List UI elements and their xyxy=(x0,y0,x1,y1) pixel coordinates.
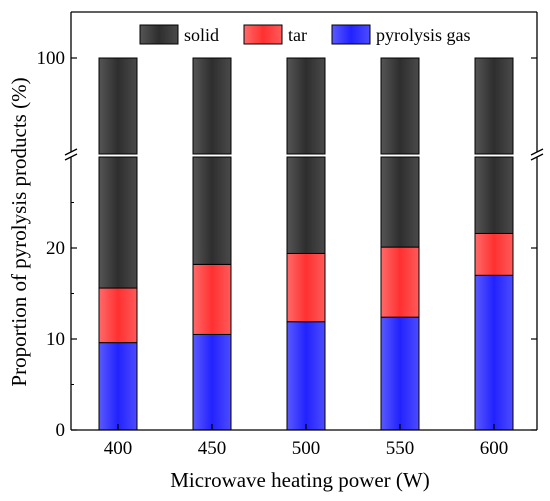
y-tick-label-10: 10 xyxy=(46,329,65,350)
bar-tar-500 xyxy=(286,252,326,323)
legend-swatch-solid xyxy=(139,24,179,45)
y-tick-label-20: 20 xyxy=(46,238,65,259)
bar-pyrolysis-gas-500 xyxy=(286,321,326,431)
x-axis-title: Microwave heating power (W) xyxy=(170,468,429,492)
bar-solid-400 xyxy=(98,156,138,289)
bar-solid-upper-400 xyxy=(98,57,138,155)
axis-break-mark-left-b xyxy=(64,153,78,161)
bar-tar-550 xyxy=(380,246,420,318)
bar-solid-550 xyxy=(380,156,420,248)
legend-label-tar: tar xyxy=(288,25,307,45)
x-tick-label-400: 400 xyxy=(104,438,133,459)
legend-label-pyrolysis-gas: pyrolysis gas xyxy=(376,25,471,45)
bar-solid-500 xyxy=(286,156,326,254)
x-tick-label-450: 450 xyxy=(198,438,227,459)
x-tick-label-550: 550 xyxy=(386,438,415,459)
y-tick-label-100: 100 xyxy=(37,48,66,69)
legend: solid tar pyrolysis gas xyxy=(139,24,471,45)
bar-solid-450 xyxy=(192,156,232,265)
x-tick-label-600: 600 xyxy=(480,438,509,459)
bar-pyrolysis-gas-600 xyxy=(474,274,514,431)
bar-tar-400 xyxy=(98,287,138,344)
axes-layer: 0 10 20 100 400 450 500 550 600 xyxy=(37,11,544,459)
y-tick-label-0: 0 xyxy=(56,420,66,441)
bar-tar-600 xyxy=(474,232,514,276)
bar-pyrolysis-gas-450 xyxy=(192,333,232,431)
axis-break-mark-right-a xyxy=(530,148,544,156)
bars-layer xyxy=(98,57,514,431)
bar-pyrolysis-gas-550 xyxy=(380,316,420,431)
axis-break-mark-left-a xyxy=(64,148,78,156)
y-axis-title: Proportion of pyrolysis products (%) xyxy=(7,77,31,386)
bar-solid-upper-600 xyxy=(474,57,514,155)
x-tick-label-500: 500 xyxy=(292,438,321,459)
axis-break-mark-right-b xyxy=(530,153,544,161)
legend-swatch-tar xyxy=(243,24,283,45)
bar-pyrolysis-gas-400 xyxy=(98,342,138,431)
bar-solid-upper-550 xyxy=(380,57,420,155)
bar-solid-upper-500 xyxy=(286,57,326,155)
bar-solid-upper-450 xyxy=(192,57,232,155)
bar-solid-600 xyxy=(474,156,514,234)
legend-label-solid: solid xyxy=(184,25,219,45)
legend-swatch-pyrolysis-gas xyxy=(331,24,371,45)
bar-tar-450 xyxy=(192,263,232,335)
